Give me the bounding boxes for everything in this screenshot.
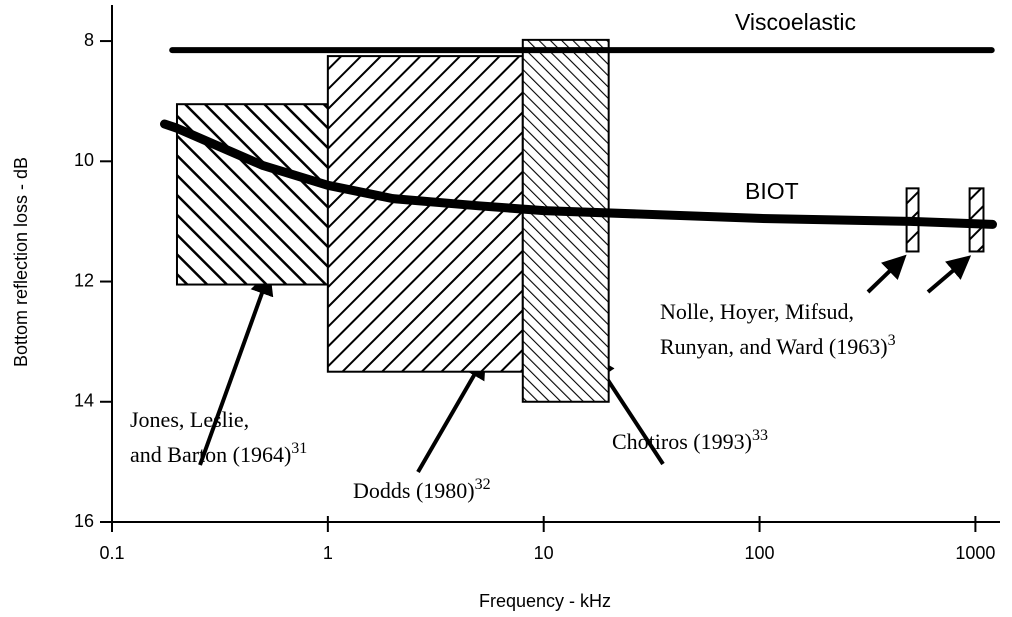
annotation: Jones, Leslie, and Barton (1964)31 bbox=[130, 407, 307, 467]
arrow bbox=[866, 254, 907, 294]
annotation-text: Nolle, Hoyer, Mifsud, bbox=[660, 299, 854, 324]
hatched-box bbox=[326, 55, 524, 373]
line-series bbox=[160, 119, 997, 229]
annotation-line: Runyan, and Ward (1963) bbox=[660, 334, 888, 359]
annotation-text: Chotiros (1993)33 bbox=[612, 427, 768, 454]
hatched-box bbox=[521, 38, 610, 403]
annotation-line: Jones, Leslie, bbox=[130, 407, 249, 432]
x-tick-label: 100 bbox=[745, 543, 775, 563]
annotation: Chotiros (1993)33 bbox=[612, 427, 768, 454]
y-tick-label: 16 bbox=[74, 511, 94, 531]
annotation-text: and Barton (1964)31 bbox=[130, 440, 307, 467]
series-label: Viscoelastic bbox=[735, 9, 856, 35]
x-tick-label: 1000 bbox=[955, 543, 995, 563]
arrow bbox=[416, 354, 487, 474]
y-tick-label: 8 bbox=[84, 30, 94, 50]
annotation-line: and Barton (1964) bbox=[130, 442, 291, 467]
annotation-superscript: 32 bbox=[475, 476, 491, 493]
x-tick-label: 0.1 bbox=[99, 543, 124, 563]
y-tick-label: 12 bbox=[74, 270, 94, 290]
annotation-line: Chotiros (1993) bbox=[612, 429, 752, 454]
annotation-line: Dodds (1980) bbox=[353, 478, 475, 503]
x-tick-label: 1 bbox=[323, 543, 333, 563]
annotation-superscript: 33 bbox=[752, 427, 768, 444]
annotation-text: Runyan, and Ward (1963)3 bbox=[660, 332, 896, 359]
annotation: Nolle, Hoyer, Mifsud, Runyan, and Ward (1… bbox=[660, 299, 896, 359]
annotation-superscript: 31 bbox=[291, 440, 307, 457]
y-tick-label: 10 bbox=[74, 150, 94, 170]
annotation-text: Dodds (1980)32 bbox=[353, 476, 491, 503]
x-axis-label: Frequency - kHz bbox=[479, 591, 611, 611]
arrows bbox=[198, 254, 972, 474]
y-axis-label: Bottom reflection loss - dB bbox=[11, 157, 31, 367]
y-tick-label: 14 bbox=[74, 391, 94, 411]
x-tick-label: 10 bbox=[534, 543, 554, 563]
annotation-text: Jones, Leslie, bbox=[130, 407, 249, 432]
annotation-superscript: 3 bbox=[888, 332, 896, 349]
annotation: Dodds (1980)32 bbox=[353, 476, 491, 503]
arrow bbox=[926, 255, 972, 294]
series-label: BIOT bbox=[745, 178, 799, 204]
annotation-line: Nolle, Hoyer, Mifsud, bbox=[660, 299, 854, 324]
arrow bbox=[198, 270, 274, 466]
